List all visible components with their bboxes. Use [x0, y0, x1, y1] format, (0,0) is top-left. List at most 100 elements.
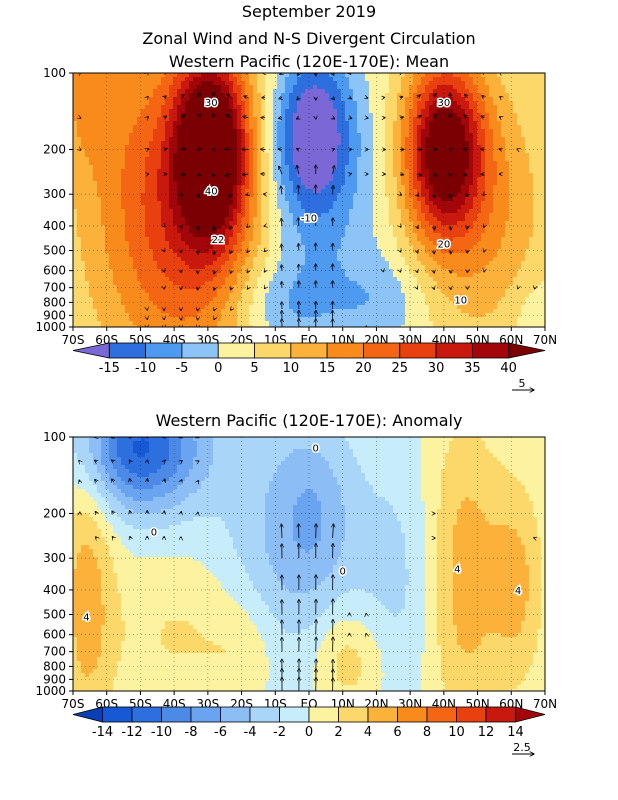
y-tick-label: 600 [43, 264, 66, 278]
wind-vector [225, 174, 232, 176]
wind-vector [230, 271, 231, 274]
wind-vector [164, 251, 165, 252]
wind-vector [80, 118, 81, 119]
reference-vector-label: 5 [519, 377, 526, 390]
contour-label: 0 [151, 527, 157, 538]
wind-vector [95, 479, 97, 481]
wind-vector [181, 194, 183, 196]
wind-vector [198, 114, 201, 118]
wind-vector [147, 96, 148, 97]
wind-vector [333, 185, 334, 195]
colorbar-swatch [326, 342, 364, 359]
y-tick-label: 1000 [35, 684, 66, 698]
wind-vector [279, 166, 283, 175]
wind-vector [225, 149, 232, 150]
wind-vector [130, 511, 131, 514]
wind-vector [298, 185, 299, 195]
wind-vector [214, 73, 215, 74]
colorbar-swatch [220, 706, 251, 723]
y-tick-label: 100 [43, 66, 66, 80]
y-tick-label: 500 [43, 608, 66, 622]
mean-shaded-field [73, 73, 545, 327]
x-tick-label: 70N [533, 333, 557, 347]
wind-vector [400, 174, 404, 175]
wind-vector [181, 480, 182, 482]
colorbar-tick-label: -10 [151, 725, 172, 740]
wind-vector [417, 251, 418, 253]
wind-vector [164, 460, 165, 461]
contour-label: 30 [205, 98, 218, 109]
wind-vector [417, 271, 418, 273]
mean-grid [73, 73, 545, 327]
wind-vector [226, 115, 232, 118]
y-tick-label: 400 [43, 583, 66, 597]
wind-vector [244, 96, 249, 98]
wind-vector [264, 251, 265, 252]
wind-vector [247, 251, 248, 253]
colorbar-tick-label: -6 [214, 725, 227, 740]
colorbar-tick-label: -8 [185, 725, 198, 740]
colorbar-swatch [363, 342, 401, 359]
wind-vector [181, 251, 182, 253]
wind-vector [417, 226, 418, 229]
wind-vector [212, 174, 214, 176]
wind-vector [198, 461, 199, 462]
wind-vector [434, 174, 437, 176]
colorbar-swatch [108, 342, 147, 359]
wind-vector [450, 93, 451, 98]
wind-vector [229, 194, 231, 197]
colorbar-swatch [367, 706, 398, 723]
wind-vector [198, 149, 201, 150]
contour-label: 4 [515, 586, 521, 597]
wind-vector [231, 309, 232, 310]
wind-vector [467, 226, 468, 229]
colorbar-swatch [456, 706, 487, 723]
wind-vector [164, 96, 166, 98]
wind-vector [181, 94, 184, 97]
wind-vector [130, 536, 131, 538]
wind-vector [417, 194, 419, 196]
wind-vector [230, 288, 231, 290]
y-tick-label: 100 [43, 430, 66, 444]
contour-label: 4 [83, 613, 89, 624]
wind-vector [297, 165, 299, 175]
wind-vector [481, 116, 484, 118]
y-tick-label: 800 [43, 659, 66, 673]
wind-vector [198, 194, 199, 197]
colorbar-tick-label: 35 [464, 361, 481, 376]
wind-vector [434, 93, 436, 98]
wind-vector [278, 118, 282, 119]
wind-vector [281, 244, 282, 251]
wind-vector [198, 225, 199, 230]
wind-vector [434, 194, 435, 198]
colorbar-swatch [308, 706, 339, 723]
contour-label: 0 [340, 566, 346, 577]
wind-vector [181, 461, 182, 462]
contour-label: 4 [454, 565, 460, 576]
wind-vector [466, 194, 467, 196]
wind-vector [482, 95, 485, 97]
contour-label: 0 [313, 444, 319, 455]
wind-vector [243, 116, 249, 117]
wind-vector [483, 194, 484, 195]
wind-vector [214, 288, 215, 291]
chart-subtitle: Zonal Wind and N-S Divergent Circulation [142, 29, 476, 48]
y-tick-label: 500 [43, 244, 66, 258]
x-tick-label: 70S [62, 697, 85, 711]
colorbar-swatch [426, 706, 457, 723]
wind-vector [466, 70, 468, 73]
colorbar-swatch [145, 342, 183, 359]
contour-label: -10 [301, 213, 317, 224]
wind-vector [417, 288, 418, 289]
wind-vector [247, 271, 248, 273]
contour-label: 30 [437, 98, 450, 109]
colorbar-swatch [161, 706, 192, 723]
anomaly-colorbar: -14 -12 -10 -8 -6 -4 -2 0 2 4 6 8 10 12 14 [72, 706, 546, 740]
y-tick-label: 700 [43, 645, 66, 659]
wind-vector [213, 92, 215, 98]
colorbar-tick-label: 40 [500, 361, 517, 376]
colorbar-tick-label: 4 [364, 725, 372, 740]
